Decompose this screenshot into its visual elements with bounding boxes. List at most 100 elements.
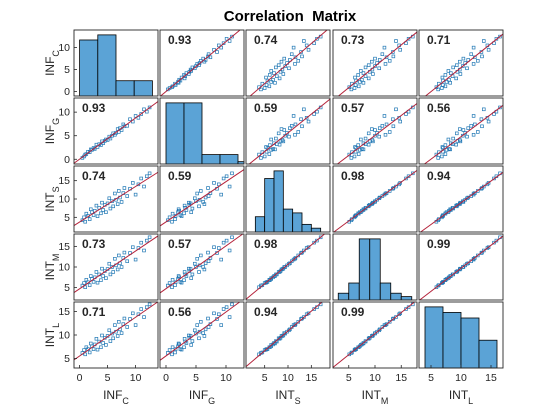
scatter-point — [318, 235, 323, 240]
scatter-point — [113, 323, 117, 327]
scatter-point — [212, 181, 216, 185]
scatter-point — [448, 81, 452, 85]
panel-frame — [73, 97, 159, 165]
scatter-point — [377, 134, 381, 139]
scatter-point — [451, 206, 455, 211]
panel-frame — [73, 29, 159, 97]
scatter-point — [279, 127, 284, 131]
scatter-point — [260, 350, 265, 355]
x-axis-label-1-sub: G — [208, 396, 215, 406]
correlation-label: 0.74 — [82, 169, 106, 183]
histogram-bar — [79, 39, 99, 97]
scatter-point — [108, 206, 113, 211]
scatter-point — [217, 246, 221, 250]
fit-line — [248, 98, 331, 165]
scatter-point — [269, 148, 273, 152]
scatter-point — [142, 184, 146, 189]
scatter-point — [288, 327, 292, 332]
scatter-point — [264, 280, 268, 285]
panel-r3-c4: 0.99 — [418, 233, 504, 301]
panel-frame — [418, 233, 504, 301]
scatter-point — [201, 265, 205, 269]
fit-line — [160, 29, 241, 97]
correlation-label: 0.73 — [82, 237, 106, 251]
fit-line — [73, 101, 159, 164]
scatter-point — [117, 253, 121, 258]
scatter-point — [173, 81, 177, 86]
scatter-point — [82, 348, 86, 352]
panel-frame — [418, 97, 504, 165]
scatter-point — [437, 283, 441, 287]
scatter-point — [366, 63, 371, 67]
scatter-point — [447, 77, 451, 82]
scatter-point — [189, 343, 193, 347]
scatter-point — [100, 333, 104, 338]
scatter-point — [291, 257, 296, 262]
y-tick-label: 15 — [58, 306, 70, 318]
scatter-point — [194, 265, 198, 269]
scatter-point — [377, 126, 382, 130]
scatter-point — [147, 302, 152, 307]
scatter-point — [482, 107, 486, 112]
scatter-point — [110, 331, 114, 336]
scatter-point — [465, 134, 469, 139]
scatter-point — [282, 265, 287, 269]
panel-r4-c1: 0.56 0 5 10 — [159, 301, 245, 384]
panel-frame — [245, 233, 331, 301]
scatter-point — [356, 152, 361, 156]
scatter-point — [463, 197, 467, 202]
scatter-point — [302, 39, 306, 43]
scatter-point — [215, 317, 219, 321]
histogram-bar — [337, 292, 350, 301]
scatter-point — [142, 107, 146, 112]
scatter-point — [485, 246, 490, 250]
x-tick-label: 5 — [105, 372, 111, 384]
scatter-point — [446, 137, 451, 142]
histogram-bar — [97, 34, 117, 97]
scatter-point — [197, 204, 201, 209]
panel-r0-c1: 0.93 — [159, 29, 245, 97]
correlation-label: 0.94 — [254, 305, 278, 319]
scatter-point — [91, 280, 96, 284]
x-tick-label: 10 — [369, 372, 381, 384]
histogram-bar — [348, 282, 360, 301]
scatter-point — [461, 56, 466, 61]
x-axis-label-3-sub: M — [381, 396, 389, 406]
scatter-point — [363, 74, 368, 78]
scatter-point — [167, 215, 172, 220]
y-tick-label: 15 — [58, 175, 70, 187]
scatter-point — [480, 250, 484, 255]
histogram-bar — [282, 208, 294, 233]
scatter-point — [356, 345, 360, 350]
scatter-point — [147, 235, 152, 240]
scatter-point — [111, 270, 115, 274]
correlation-label: 0.99 — [427, 237, 451, 251]
scatter-point — [195, 191, 199, 196]
panel-frame — [245, 165, 331, 233]
scatter-point — [189, 210, 193, 214]
scatter-point — [391, 124, 396, 129]
scatter-point — [363, 339, 368, 343]
scatter-point — [349, 156, 354, 160]
scatter-point — [486, 48, 491, 52]
x-axis-label-2: INTS — [275, 388, 300, 406]
scatter-point — [404, 41, 408, 45]
scatter-point — [480, 124, 484, 129]
scatter-point — [361, 81, 366, 85]
y-axis-label-1-base: INF — [43, 125, 57, 144]
scatter-point — [296, 130, 301, 134]
scatter-point — [206, 250, 210, 255]
scatter-point — [377, 66, 381, 71]
scatter-point — [182, 203, 187, 208]
scatter-point — [293, 133, 297, 137]
scatter-point — [279, 59, 284, 64]
scatter-point — [197, 270, 201, 274]
scatter-point — [182, 337, 187, 341]
scatter-point — [300, 124, 304, 129]
scatter-point — [122, 250, 127, 255]
x-axis-label-1: INFG — [189, 388, 215, 406]
scatter-point — [188, 267, 193, 271]
scatter-point — [360, 77, 364, 82]
scatter-point — [373, 56, 377, 61]
scatter-point — [359, 137, 363, 142]
